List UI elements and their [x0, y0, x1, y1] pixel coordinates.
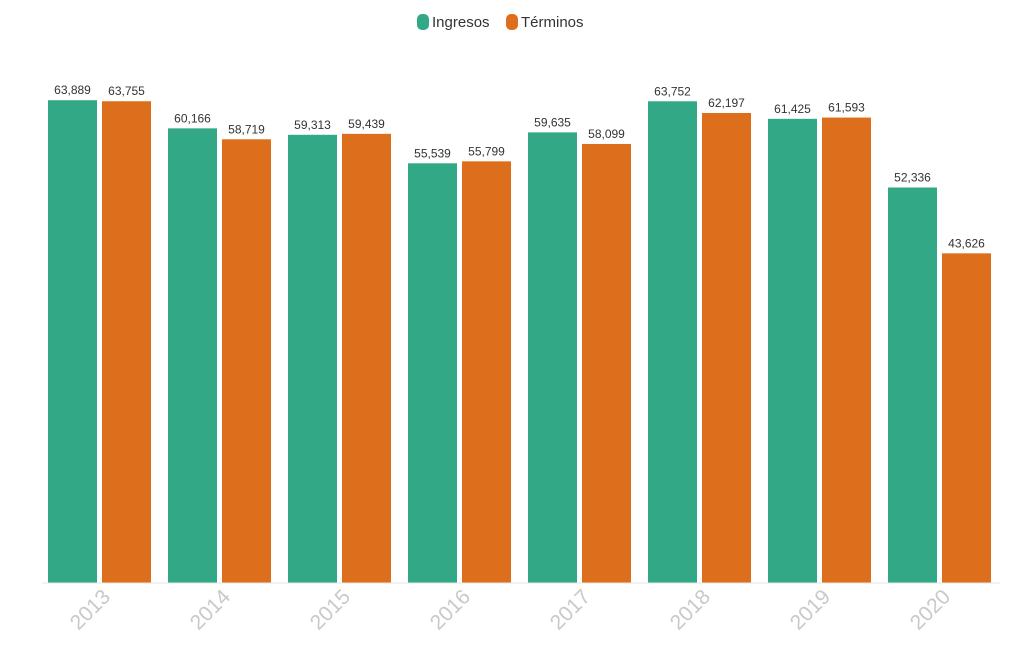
bar-ingresos-2016 — [408, 163, 457, 584]
legend-swatch-t-rminos — [506, 14, 518, 30]
data-label-ingresos-2017: 59,635 — [534, 115, 571, 129]
data-label-ingresos-2018: 63,752 — [654, 84, 691, 98]
value-labels-group: 63,889 63,755 60,166 58,719 59,313 59,439 55,5… — [54, 83, 985, 250]
data-label-ingresos-2013: 63,889 — [54, 83, 91, 97]
legend-swatch-ingresos — [417, 14, 429, 30]
data-label-t-rminos-2016: 55,799 — [468, 144, 505, 158]
data-label-t-rminos-2018: 62,197 — [708, 96, 745, 110]
bar-ingresos-2020 — [888, 187, 937, 583]
x-axis-tick-labels: 2013 2014 2015 2016 2017 2018 2019 2020 — [66, 585, 955, 635]
x-tick-label-2016: 2016 — [426, 585, 475, 634]
legend-label-t-rminos: Términos — [521, 14, 584, 31]
data-label-ingresos-2019: 61,425 — [774, 102, 811, 116]
data-label-t-rminos-2013: 63,755 — [108, 84, 145, 98]
bar-ingresos-2018 — [648, 101, 697, 584]
data-label-ingresos-2014: 60,166 — [174, 111, 211, 125]
data-label-ingresos-2020: 52,336 — [894, 171, 931, 185]
bar-t-rminos-2015 — [342, 133, 391, 583]
bar-t-rminos-2014 — [222, 139, 271, 583]
x-tick-label-2019: 2019 — [786, 585, 835, 634]
x-tick-label-2014: 2014 — [186, 585, 236, 635]
data-label-t-rminos-2017: 58,099 — [588, 127, 625, 141]
data-label-t-rminos-2020: 43,626 — [948, 236, 985, 250]
bar-t-rminos-2019 — [822, 117, 871, 583]
x-tick-label-2013: 2013 — [66, 585, 115, 634]
x-tick-label-2015: 2015 — [306, 585, 355, 634]
bar-t-rminos-2016 — [462, 161, 511, 583]
bar-ingresos-2013 — [48, 100, 97, 584]
legend: Ingresos Términos — [417, 14, 584, 31]
bar-ingresos-2019 — [768, 118, 817, 583]
bar-t-rminos-2013 — [102, 101, 151, 583]
data-label-t-rminos-2015: 59,439 — [348, 117, 385, 131]
data-label-ingresos-2015: 59,313 — [294, 118, 331, 132]
bar-t-rminos-2018 — [702, 113, 751, 584]
x-tick-label-2017: 2017 — [546, 585, 595, 634]
data-label-ingresos-2016: 55,539 — [414, 146, 451, 160]
x-tick-label-2020: 2020 — [906, 585, 955, 634]
data-label-t-rminos-2019: 61,593 — [828, 101, 865, 115]
bar-t-rminos-2020 — [942, 253, 991, 583]
bar-ingresos-2015 — [288, 134, 337, 583]
bar-ingresos-2014 — [168, 128, 217, 583]
bars-group — [48, 100, 991, 584]
data-label-t-rminos-2014: 58,719 — [228, 122, 265, 136]
bar-ingresos-2017 — [528, 132, 577, 584]
bar-t-rminos-2017 — [582, 143, 631, 583]
legend-label-ingresos: Ingresos — [432, 14, 490, 31]
x-tick-label-2018: 2018 — [666, 585, 715, 634]
